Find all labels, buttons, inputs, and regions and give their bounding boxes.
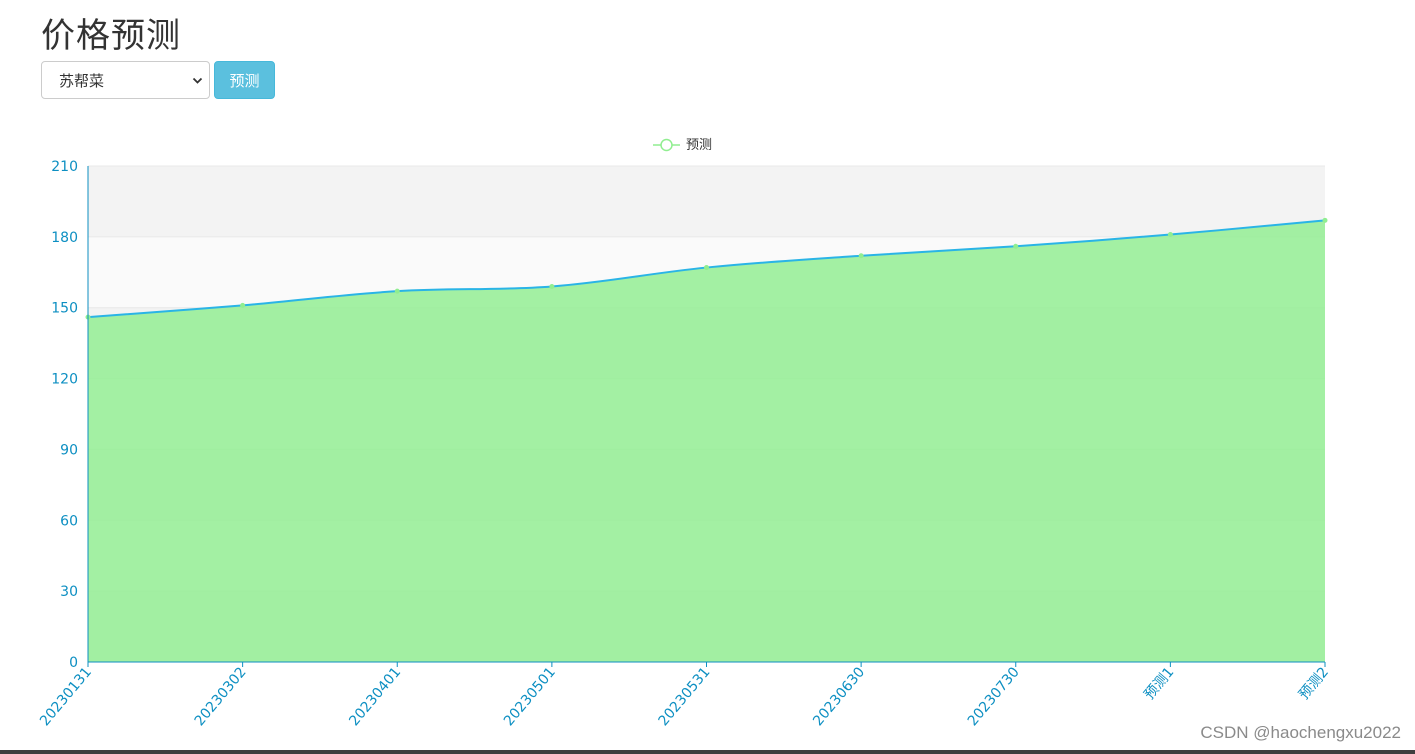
x-tick-label: 20230730 <box>965 664 1023 729</box>
grid-band <box>88 166 1325 237</box>
watermark: CSDN @haochengxu2022 <box>1200 723 1401 742</box>
y-tick-label: 150 <box>51 301 78 317</box>
data-point <box>1013 243 1019 249</box>
data-point <box>549 283 555 289</box>
dish-select[interactable]: 苏帮菜 <box>41 61 210 99</box>
data-point <box>1322 217 1328 223</box>
data-point <box>704 265 709 271</box>
x-tick-label: 20230531 <box>655 664 713 729</box>
predict-button[interactable]: 预测 <box>214 61 275 99</box>
data-point <box>240 302 246 308</box>
x-tick-label: 20230131 <box>37 664 95 729</box>
y-tick-label: 30 <box>60 584 78 600</box>
x-tick-label: 预测1 <box>1141 664 1177 703</box>
y-tick-label: 180 <box>51 230 78 246</box>
controls-bar: 苏帮菜 预测 <box>41 61 275 99</box>
legend-marker-icon <box>660 138 673 152</box>
data-point <box>858 253 864 259</box>
y-tick-labels: 0 30 60 90 120 150 180 210 <box>51 159 78 671</box>
y-tick-label: 60 <box>60 513 78 529</box>
legend-label[interactable]: 预测 <box>686 138 712 153</box>
x-tick-label: 20230501 <box>501 664 559 729</box>
chevron-down-icon <box>192 77 203 84</box>
bottom-bar <box>0 750 1415 754</box>
data-point <box>394 288 400 294</box>
legend[interactable]: 预测 <box>653 138 712 153</box>
series-area <box>88 220 1325 663</box>
y-tick-label: 210 <box>51 159 78 175</box>
x-tick-label: 20230630 <box>810 664 868 729</box>
dish-select-value: 苏帮菜 <box>59 71 105 90</box>
x-tick-labels: 20230131 20230302 20230401 20230501 20230531… <box>37 662 1332 729</box>
y-tick-label: 0 <box>69 655 78 671</box>
x-tick-label: 20230302 <box>192 664 250 729</box>
page-title: 价格预测 <box>41 16 181 56</box>
data-point <box>1167 231 1173 237</box>
x-tick-label: 预测2 <box>1296 664 1332 703</box>
x-tick-label: 20230401 <box>346 664 404 729</box>
y-tick-label: 90 <box>60 442 78 458</box>
y-tick-label: 120 <box>51 372 78 388</box>
